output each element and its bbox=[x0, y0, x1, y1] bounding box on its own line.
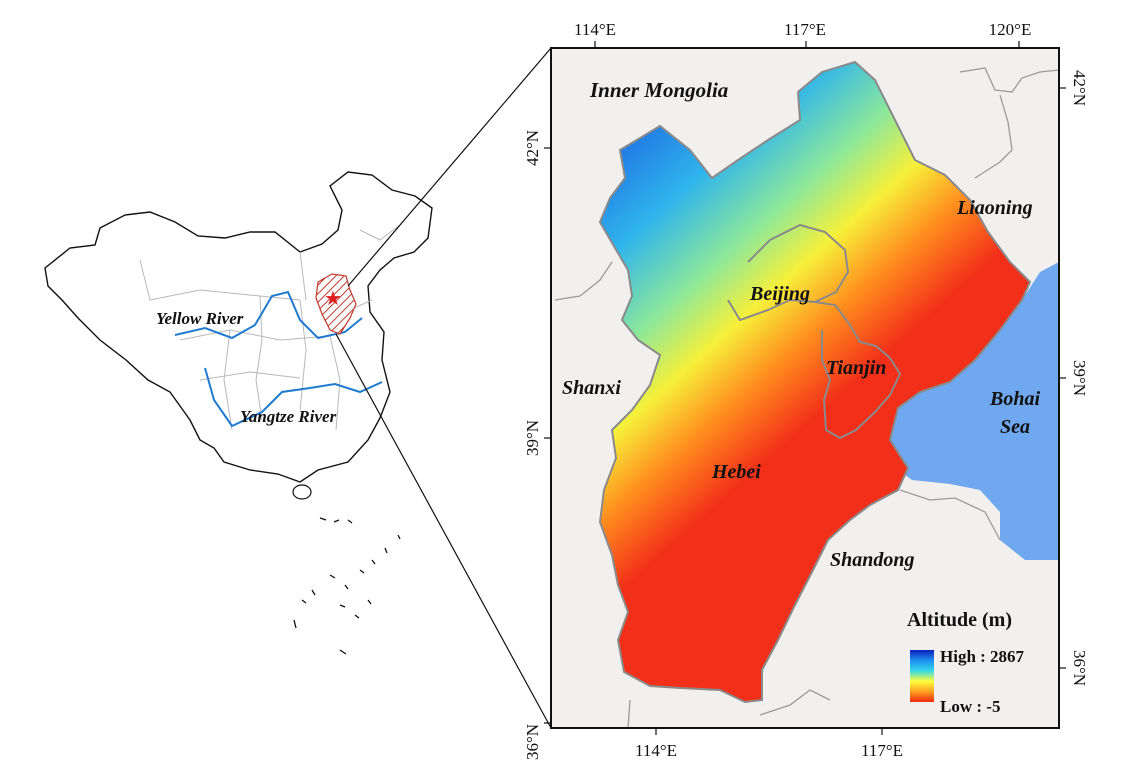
beijing-tianjin-boundaries bbox=[727, 223, 902, 440]
tick-right-36n: 36°N bbox=[1070, 650, 1089, 686]
tick-right-42n: 42°N bbox=[1070, 70, 1089, 106]
tick-top-114e: 114°E bbox=[574, 20, 616, 39]
yangtze-river bbox=[204, 367, 383, 428]
legend-low-label: Low : -5 bbox=[940, 697, 1000, 716]
tick-top-117e: 117°E bbox=[784, 20, 826, 39]
neighbor-boundaries bbox=[554, 67, 1059, 728]
hebei-terrain bbox=[598, 60, 1032, 704]
legend-color-ramp bbox=[910, 650, 934, 702]
province-borders bbox=[139, 224, 401, 431]
label-yellow-river: Yellow River bbox=[156, 309, 244, 328]
study-area-hatched bbox=[315, 273, 357, 335]
yellow-river bbox=[174, 290, 363, 340]
label-beijing: Beijing bbox=[749, 283, 810, 305]
label-shandong: Shandong bbox=[830, 549, 915, 571]
label-bohai-sea-line1: Bohai bbox=[989, 388, 1040, 410]
china-overview-map: ★ Yellow River Yangtze River bbox=[44, 171, 433, 655]
hainan-island bbox=[292, 484, 312, 500]
zoom-connector-upper bbox=[347, 47, 552, 287]
graticule-ticks bbox=[544, 41, 1066, 735]
legend-high-label: High : 2867 bbox=[940, 647, 1025, 666]
label-hebei: Hebei bbox=[711, 461, 761, 483]
label-shanxi: Shanxi bbox=[562, 377, 621, 399]
tick-left-42n: 42°N bbox=[523, 130, 542, 166]
tick-top-120e: 120°E bbox=[989, 20, 1032, 39]
detail-map-frame bbox=[550, 47, 1060, 729]
location-star: ★ bbox=[324, 286, 342, 310]
label-bohai-sea-line2: Sea bbox=[1000, 416, 1030, 438]
zoom-connector-lower bbox=[335, 333, 552, 729]
bohai-sea bbox=[890, 262, 1059, 560]
tick-bottom-117e: 117°E bbox=[861, 741, 903, 760]
china-outline bbox=[44, 171, 433, 483]
label-tianjin: Tianjin bbox=[826, 357, 886, 379]
south-china-sea-islands bbox=[293, 517, 401, 655]
tick-bottom-114e: 114°E bbox=[635, 741, 677, 760]
legend-title: Altitude (m) bbox=[907, 609, 1012, 631]
label-yangtze-river: Yangtze River bbox=[240, 407, 337, 426]
tick-left-39n: 39°N bbox=[523, 420, 542, 456]
label-liaoning: Liaoning bbox=[956, 197, 1033, 219]
altitude-legend: Altitude (m) High : 2867 Low : -5 bbox=[907, 609, 1025, 716]
label-inner-mongolia: Inner Mongolia bbox=[589, 78, 728, 102]
tick-left-36n: 36°N bbox=[523, 724, 542, 760]
tick-right-39n: 39°N bbox=[1070, 360, 1089, 396]
detail-map: 114°E 117°E 120°E 114°E 117°E 42°N 39°N … bbox=[523, 20, 1089, 760]
